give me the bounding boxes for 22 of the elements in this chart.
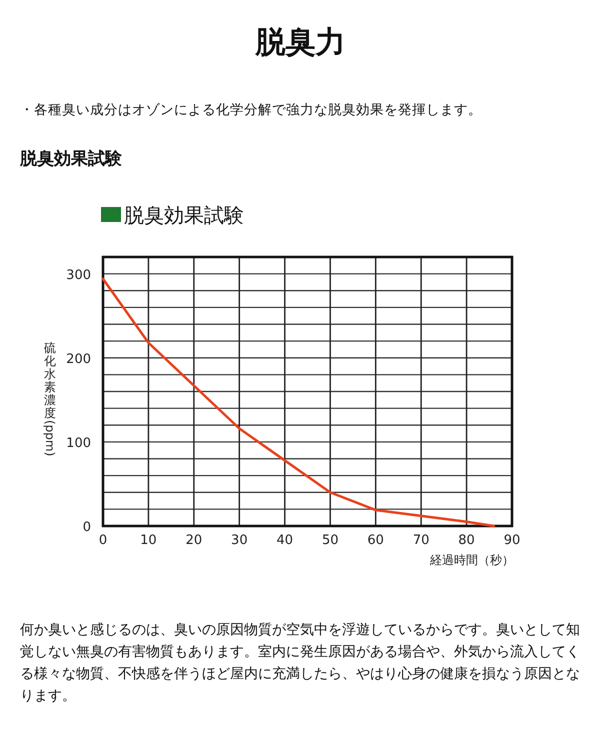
x-tick-label: 70	[412, 533, 430, 548]
x-tick-label: 20	[186, 533, 202, 548]
y-tick-label: 0	[82, 520, 91, 535]
x-axis-title: 経過時間（秒）	[429, 553, 514, 567]
line-series	[102, 278, 496, 528]
text: 何か臭いと感じるのは、臭いの原因物質が空気中を浮遊しているからです。臭いとして知覚しない無臭の有害物質もあります。室内に発生原因がある場合や、外気から流入してくる様々な物質、不快感を伴うほど屋内に充満したら、やはり心身の健康を損なう原因となります。	[20, 621, 580, 706]
chart-title: 脱臭力	[254, 25, 346, 61]
x-tick-label: 10	[140, 533, 157, 548]
y-tick-label: 300	[66, 268, 91, 283]
x-tick-label: 90	[504, 533, 520, 548]
text: 脱臭効果試験	[124, 203, 244, 227]
y-tick-label: 100	[66, 436, 91, 451]
y-axis-title: 硫化水素濃度(ppm)	[43, 341, 57, 456]
x-tick-label: 0	[98, 533, 108, 548]
x-tick-label: 40	[276, 533, 294, 548]
x-tick-label: 30	[231, 533, 248, 548]
x-tick-label: 50	[322, 533, 338, 548]
x-tick-label: 60	[367, 533, 384, 548]
y-tick-label: 200	[66, 352, 91, 367]
text: ・各種臭い成分はオゾンによる化学分解で強力な脱臭効果を発揮します。	[20, 101, 482, 119]
text: 脱臭効果試験	[20, 148, 122, 170]
x-tick-label: 80	[458, 533, 475, 548]
